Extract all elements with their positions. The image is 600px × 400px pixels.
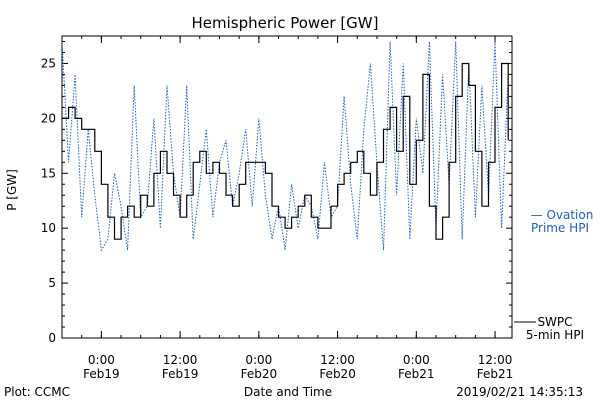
- legend-swpc-line2: 5-min HPI: [526, 328, 584, 342]
- timestamp: 2019/02/21 14:35:13: [456, 385, 583, 399]
- x-tick-label-time: 12:00: [478, 353, 513, 367]
- legend-swpc-line1: SWPC: [537, 315, 572, 329]
- x-tick-label-date: Feb21: [477, 367, 514, 381]
- y-tick-label: 10: [41, 221, 56, 235]
- plot-credit: Plot: CCMC: [4, 385, 70, 399]
- y-tick-label: 0: [48, 331, 56, 345]
- x-tick-label-time: 0:00: [245, 353, 272, 367]
- x-tick-label-time: 0:00: [403, 353, 430, 367]
- x-tick-label-date: Feb19: [83, 367, 120, 381]
- x-axis-label: Date and Time: [244, 385, 332, 399]
- series-swpc-line: [62, 62, 509, 240]
- x-tick-label-time: 12:00: [163, 353, 198, 367]
- y-axis: 0 5 10 15 20 25: [41, 40, 512, 345]
- y-axis-label: P [GW]: [5, 169, 19, 211]
- y-tick-label: 25: [41, 56, 56, 70]
- y-tick-label: 20: [41, 111, 56, 125]
- legend-ovation-line1: — Ovation: [531, 208, 594, 222]
- x-tick-label-date: Feb19: [162, 367, 199, 381]
- series-ovation-line: [61, 41, 509, 252]
- y-tick-label: 15: [41, 166, 56, 180]
- x-tick-label-date: Feb20: [241, 367, 278, 381]
- x-tick-label-date: Feb21: [398, 367, 435, 381]
- x-tick-label-time: 12:00: [320, 353, 355, 367]
- legend-ovation-line2: Prime HPI: [531, 221, 589, 235]
- series-layer: [61, 41, 509, 252]
- x-tick-label-date: Feb20: [319, 367, 356, 381]
- plot-frame: [61, 35, 513, 339]
- x-tick-label-time: 0:00: [88, 353, 115, 367]
- legend: — Ovation Prime HPI SWPC 5-min HPI: [514, 208, 593, 342]
- x-axis: 0:00Feb1912:00Feb190:00Feb2012:00Feb200:…: [61, 36, 514, 381]
- chart-title: Hemispheric Power [GW]: [192, 14, 379, 32]
- y-tick-label: 5: [48, 276, 56, 290]
